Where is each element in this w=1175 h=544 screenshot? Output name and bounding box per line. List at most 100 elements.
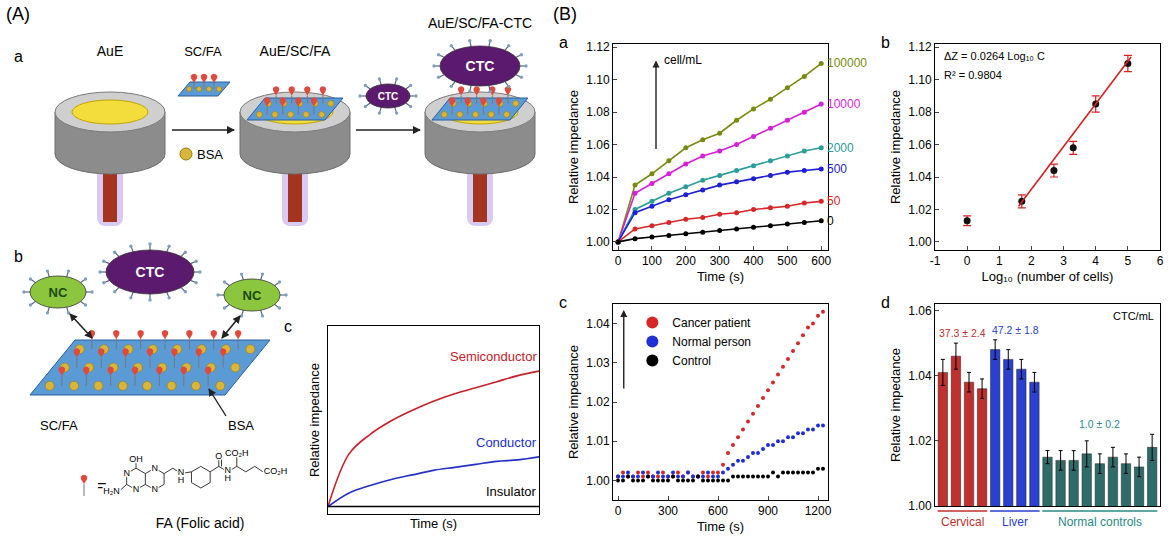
svg-text:1.10: 1.10 (908, 73, 932, 87)
svg-text:1.08: 1.08 (908, 105, 932, 119)
svg-text:Normal person: Normal person (672, 335, 751, 349)
svg-text:O: O (215, 451, 222, 461)
svg-text:Control: Control (672, 354, 711, 368)
svg-text:300: 300 (658, 504, 678, 518)
svg-text:Cervical: Cervical (941, 515, 984, 529)
svg-text:CTC/mL: CTC/mL (1113, 310, 1154, 322)
svg-text:1.04: 1.04 (586, 170, 610, 184)
svg-text:H₂N: H₂N (103, 486, 120, 496)
svg-text:37.3 ± 2.4: 37.3 ± 2.4 (939, 327, 986, 339)
svg-text:3: 3 (1060, 254, 1067, 268)
svg-text:0: 0 (615, 254, 622, 268)
svg-text:1: 1 (996, 254, 1003, 268)
svg-text:1.04: 1.04 (586, 317, 610, 331)
svg-text:Log₁₀ (number of cells): Log₁₀ (number of cells) (982, 269, 1114, 284)
svg-text:600: 600 (811, 254, 831, 268)
svg-text:OH: OH (129, 454, 143, 464)
svg-text:10000: 10000 (827, 97, 861, 111)
svg-text:0: 0 (964, 254, 971, 268)
svg-text:6: 6 (1157, 254, 1164, 268)
svg-text:H: H (178, 475, 185, 485)
svg-text:0: 0 (615, 504, 622, 518)
svg-text:47.2 ± 1.8: 47.2 ± 1.8 (992, 324, 1039, 336)
svg-text:Semiconductor: Semiconductor (450, 349, 537, 364)
svg-text:5: 5 (1125, 254, 1132, 268)
svg-text:NC: NC (49, 285, 68, 300)
svg-text:CTC: CTC (136, 264, 165, 280)
svg-text:Liver: Liver (1002, 515, 1028, 529)
svg-text:Insulator: Insulator (486, 484, 537, 499)
svg-text:1.02: 1.02 (908, 203, 932, 217)
svg-text:Relative impedance: Relative impedance (888, 348, 903, 462)
svg-text:900: 900 (758, 504, 778, 518)
svg-text:1.04: 1.04 (908, 170, 932, 184)
svg-text:1.06: 1.06 (908, 304, 932, 318)
svg-text:1200: 1200 (805, 504, 832, 518)
svg-text:1.06: 1.06 (908, 138, 932, 152)
svg-text:b: b (14, 248, 23, 265)
svg-text:N: N (133, 484, 140, 494)
svg-text:1.08: 1.08 (586, 105, 610, 119)
svg-text:200: 200 (676, 254, 696, 268)
svg-text:-1: -1 (930, 254, 941, 268)
svg-text:ΔZ = 0.0264 Log₁₀ C: ΔZ = 0.0264 Log₁₀ C (944, 50, 1045, 62)
svg-text:CO₂H: CO₂H (225, 448, 249, 458)
svg-text:2000: 2000 (827, 141, 854, 155)
svg-text:BSA: BSA (228, 418, 254, 433)
svg-text:Relative impedance: Relative impedance (566, 345, 581, 459)
svg-text:N: N (123, 468, 130, 478)
svg-text:1.04: 1.04 (908, 369, 932, 383)
svg-text:R² = 0.9804: R² = 0.9804 (944, 69, 1002, 81)
svg-text:1.02: 1.02 (586, 203, 610, 217)
svg-text:CTC: CTC (378, 91, 399, 102)
svg-text:Relative impedance: Relative impedance (888, 90, 903, 204)
svg-text:1.01: 1.01 (586, 434, 610, 448)
svg-text:Normal controls: Normal controls (1058, 515, 1142, 529)
svg-text:cell/mL: cell/mL (664, 53, 702, 67)
svg-text:400: 400 (743, 254, 763, 268)
svg-text:1.0 ± 0.2: 1.0 ± 0.2 (1079, 418, 1120, 430)
svg-text:300: 300 (710, 254, 730, 268)
svg-text:Time (s): Time (s) (697, 269, 744, 284)
svg-text:1.03: 1.03 (586, 356, 610, 370)
svg-text:1.00: 1.00 (586, 474, 610, 488)
svg-text:2: 2 (1028, 254, 1035, 268)
svg-text:100000: 100000 (827, 56, 867, 70)
svg-text:1.06: 1.06 (586, 138, 610, 152)
svg-text:1.00: 1.00 (908, 499, 932, 513)
svg-text:500: 500 (827, 162, 847, 176)
svg-text:1.12: 1.12 (908, 40, 932, 54)
svg-text:SC/FA: SC/FA (40, 418, 78, 433)
svg-text:AuE/SC/FA-CTC: AuE/SC/FA-CTC (428, 15, 532, 31)
svg-text:1.12: 1.12 (586, 40, 610, 54)
svg-text:0: 0 (827, 214, 834, 228)
svg-text:N: N (151, 484, 158, 494)
svg-text:Conductor: Conductor (476, 435, 537, 450)
svg-text:1.02: 1.02 (586, 395, 610, 409)
svg-text:a: a (14, 48, 23, 65)
svg-text:N: N (151, 463, 158, 473)
svg-text:Time (s): Time (s) (697, 519, 744, 534)
svg-text:100: 100 (642, 254, 662, 268)
svg-text:AuE: AuE (97, 43, 123, 59)
svg-text:CTC: CTC (466, 58, 495, 74)
svg-text:1.00: 1.00 (908, 235, 932, 249)
svg-text:1.02: 1.02 (908, 434, 932, 448)
svg-text:500: 500 (777, 254, 797, 268)
svg-text:1.00: 1.00 (586, 235, 610, 249)
svg-text:BSA: BSA (197, 147, 223, 162)
svg-text:H: H (225, 473, 232, 483)
svg-text:NC: NC (243, 288, 262, 303)
svg-text:1.10: 1.10 (586, 73, 610, 87)
svg-text:CO₂H: CO₂H (264, 466, 288, 476)
svg-text:Cancer patient: Cancer patient (672, 316, 751, 330)
svg-text:Relative impedance: Relative impedance (307, 363, 322, 477)
svg-text:FA (Folic acid): FA (Folic acid) (156, 515, 245, 531)
svg-text:Relative impedance: Relative impedance (566, 90, 581, 204)
svg-text:600: 600 (708, 504, 728, 518)
svg-text:4: 4 (1092, 254, 1099, 268)
svg-text:Time (s): Time (s) (410, 516, 457, 531)
svg-text:SC/FA: SC/FA (184, 44, 222, 59)
svg-text:50: 50 (827, 194, 841, 208)
svg-text:AuE/SC/FA: AuE/SC/FA (260, 43, 331, 59)
